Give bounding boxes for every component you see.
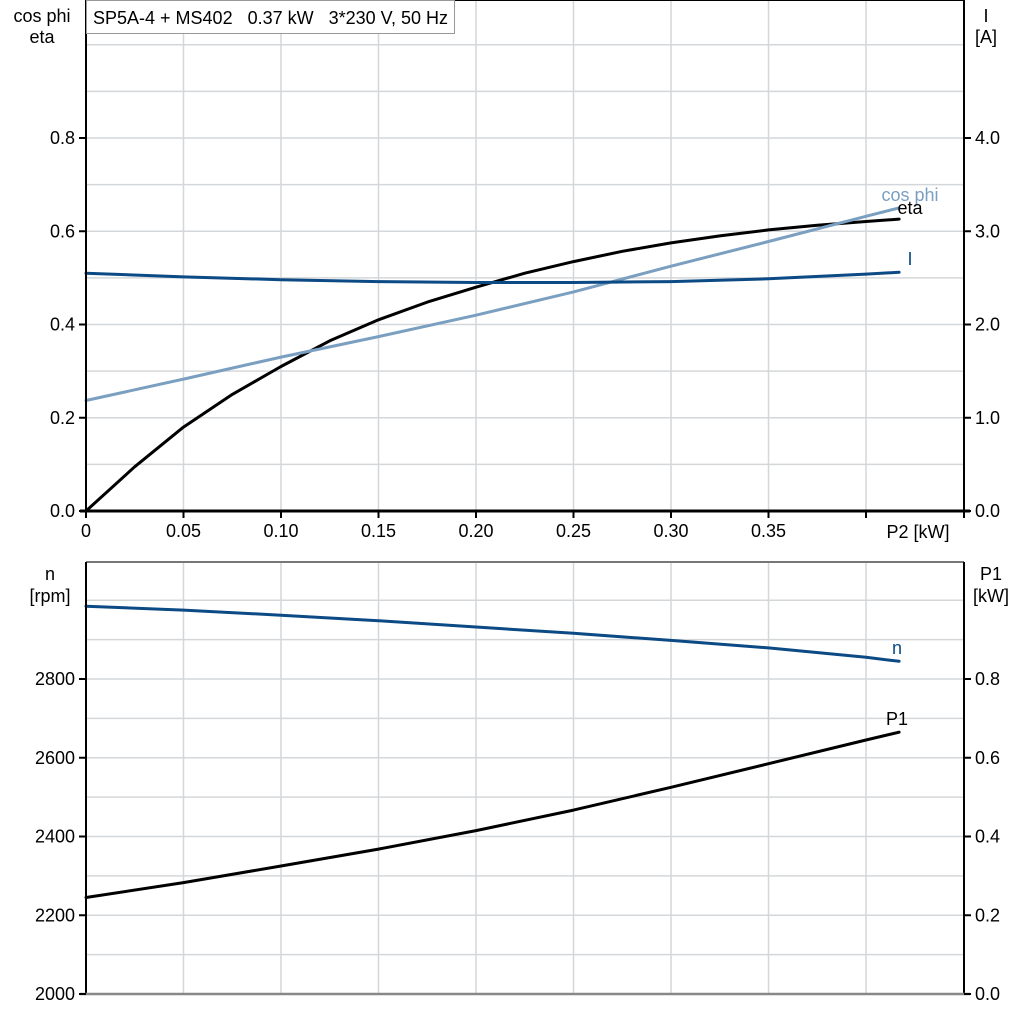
top-left-axis-title-cosphi: cos phi [13, 6, 70, 26]
x-axis-title: P2 [kW] [886, 522, 949, 542]
top-left-axis-title-eta: eta [29, 27, 55, 47]
right-tick-label: 0.2 [975, 905, 1000, 925]
left-tick-label: 2000 [35, 984, 75, 1004]
curve-label-p1: P1 [886, 709, 908, 729]
bottom-chart-curves [84, 604, 901, 899]
top-right-axis-title-i: I [983, 6, 988, 26]
bottom-right-axis-title-p1: P1 [980, 564, 1002, 584]
left-tick-label: 0.8 [50, 128, 75, 148]
curve-current [84, 270, 901, 284]
left-tick-label: 0.2 [50, 408, 75, 428]
curve-label-current: I [907, 249, 912, 269]
x-tick-label: 0.20 [458, 521, 493, 541]
x-tick-label: 0.10 [263, 521, 298, 541]
right-tick-label: 0.4 [975, 827, 1000, 847]
x-tick-label: 0.25 [556, 521, 591, 541]
left-tick-label: 0.0 [50, 501, 75, 521]
curve-cos-phi [84, 206, 901, 402]
top-chart-curves [84, 206, 901, 513]
left-tick-label: 2800 [35, 669, 75, 689]
left-tick-label: 2600 [35, 748, 75, 768]
x-tick-label: 0.15 [361, 521, 396, 541]
top-right-axis-title-unit: [A] [975, 27, 997, 47]
curve-label-cos-phi: cos phi [881, 185, 938, 205]
bottom-chart-grid [86, 562, 964, 994]
right-tick-label: 4.0 [975, 128, 1000, 148]
chart-title: SP5A-4 + MS402 0.37 kW 3*230 V, 50 Hz [86, 0, 456, 34]
left-tick-label: 2200 [35, 905, 75, 925]
x-tick-label: 0 [81, 521, 91, 541]
x-tick-label: 0.35 [751, 521, 786, 541]
curve-speed [84, 604, 901, 663]
top-chart-axes: 0.0 0.2 0.4 0.6 0.8 0.0 1.0 2.0 3.0 4.0 0 0.05 0.10 0… [50, 0, 1000, 541]
bottom-right-axis-title-unit: [kW] [973, 586, 1009, 606]
bottom-left-axis-title-unit: [rpm] [29, 586, 70, 606]
x-tick-label: 0.05 [166, 521, 201, 541]
left-tick-label: 0.4 [50, 315, 75, 335]
bottom-chart-axes: 2000 2200 2400 2600 2800 0.0 0.2 0.4 0.6 0.8 [35, 561, 1000, 1004]
right-tick-label: 1.0 [975, 408, 1000, 428]
right-tick-label: 0.8 [975, 669, 1000, 689]
left-tick-label: 0.6 [50, 221, 75, 241]
curve-eta [84, 217, 901, 513]
right-tick-label: 0.6 [975, 748, 1000, 768]
bottom-left-axis-title-n: n [45, 564, 55, 584]
curve-label-speed: n [892, 638, 902, 658]
top-chart-grid [86, 0, 964, 511]
right-tick-label: 3.0 [975, 221, 1000, 241]
curve-label-eta: eta [897, 198, 923, 218]
right-tick-label: 0.0 [975, 984, 1000, 1004]
right-tick-label: 2.0 [975, 315, 1000, 335]
x-tick-label: 0.30 [653, 521, 688, 541]
left-tick-label: 2400 [35, 827, 75, 847]
curve-p1 [84, 730, 901, 899]
right-tick-label: 0.0 [975, 501, 1000, 521]
